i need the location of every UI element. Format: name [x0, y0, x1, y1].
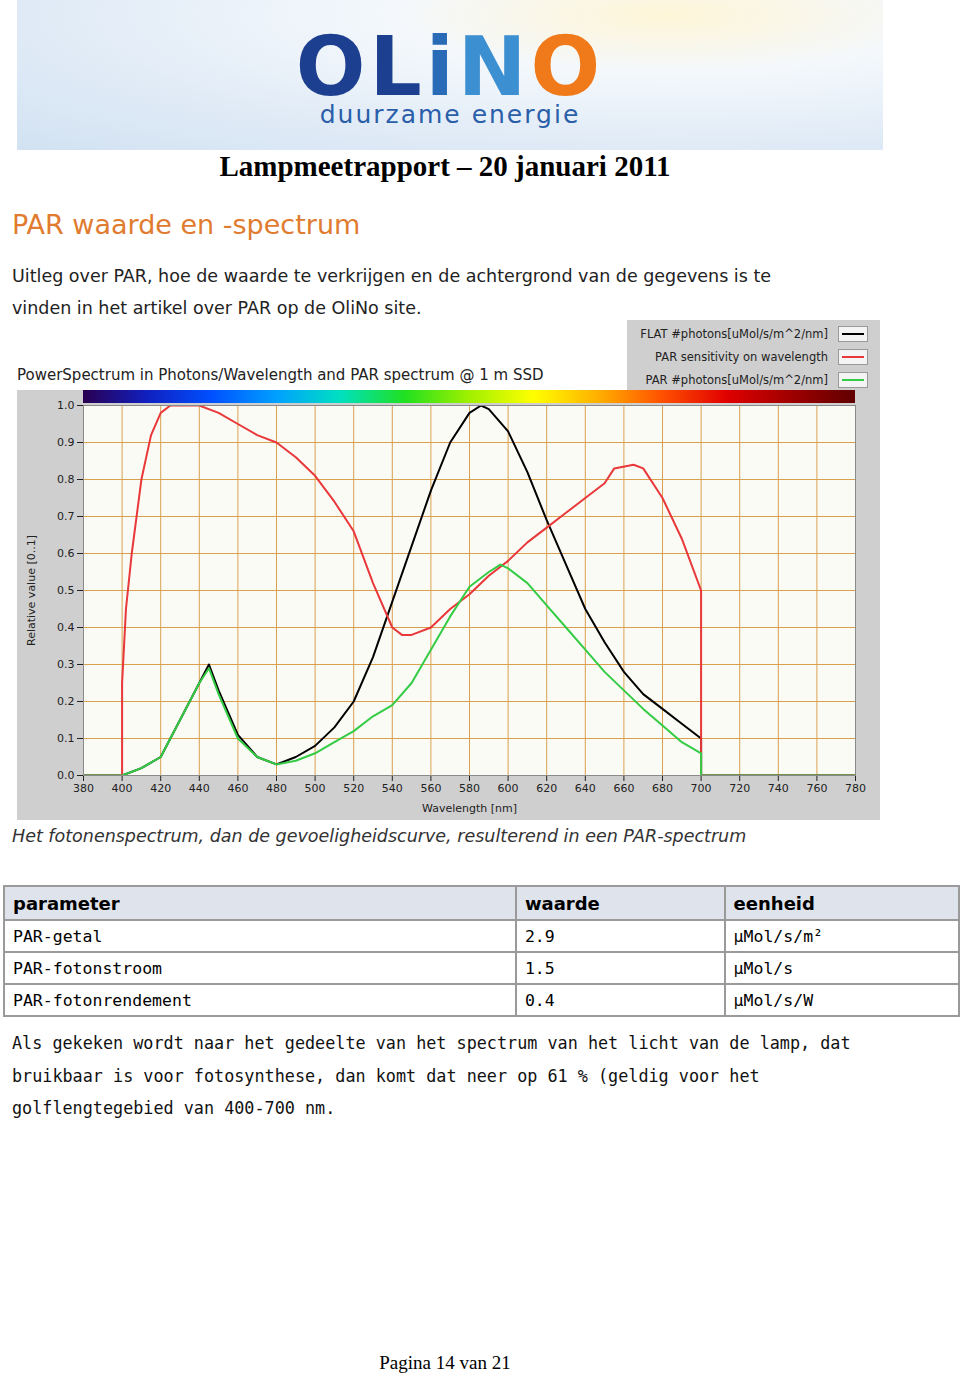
svg-text:600: 600 — [498, 782, 519, 795]
svg-text:0.7: 0.7 — [57, 510, 75, 523]
svg-text:0.2: 0.2 — [57, 695, 75, 708]
svg-text:Wavelength [nm]: Wavelength [nm] — [422, 802, 517, 815]
svg-text:740: 740 — [768, 782, 789, 795]
html-text:PAR-fotonrendement: PAR-fotonrendement — [13, 990, 192, 1010]
html-text:PowerSpectrum in Photons/Wavel: PowerSpectrum in Photons/Wavelength and … — [17, 366, 544, 384]
svg-text:380: 380 — [73, 782, 94, 795]
html-text:parameter: parameter — [13, 892, 120, 914]
svg-text:620: 620 — [536, 782, 557, 795]
svg-text:780: 780 — [845, 782, 866, 795]
svg-text:580: 580 — [459, 782, 480, 795]
svg-text:0.8: 0.8 — [57, 473, 75, 486]
html-text:Als gekeken wordt naar het ged: Als gekeken wordt naar het gedeelte van … — [12, 1033, 851, 1118]
html-text:µMol/s/W: µMol/s/W — [733, 990, 814, 1010]
svg-text:760: 760 — [806, 782, 827, 795]
svg-text:680: 680 — [652, 782, 673, 795]
svg-text:0.6: 0.6 — [57, 547, 75, 560]
svg-text:0.0: 0.0 — [57, 769, 75, 782]
svg-text:560: 560 — [420, 782, 441, 795]
svg-text:720: 720 — [729, 782, 750, 795]
html-text:eenheid: eenheid — [733, 892, 815, 914]
svg-text:420: 420 — [150, 782, 171, 795]
html-text:1.5: 1.5 — [524, 958, 555, 978]
svg-text:400: 400 — [112, 782, 133, 795]
html-text:2.9: 2.9 — [524, 926, 555, 946]
html-text:PAR-fotonstroom: PAR-fotonstroom — [13, 958, 162, 978]
svg-text:1.0: 1.0 — [57, 399, 75, 412]
svg-text:0.9: 0.9 — [57, 436, 75, 449]
html-text:waarde: waarde — [524, 892, 600, 914]
svg-text:540: 540 — [382, 782, 403, 795]
html-text:PAR #photons[uMol/s/m^2/nm]: PAR #photons[uMol/s/m^2/nm] — [645, 372, 828, 387]
svg-text:440: 440 — [189, 782, 210, 795]
html-text:duurzame energie: duurzame energie — [319, 100, 581, 129]
html-text:vinden in het artikel over PAR: vinden in het artikel over PAR op de Oli… — [12, 298, 422, 318]
svg-text:0.5: 0.5 — [57, 584, 75, 597]
svg-text:480: 480 — [266, 782, 287, 795]
html-text:O L i N O: O L i N O — [295, 19, 605, 114]
html-text:Het fotonenspectrum, dan de ge: Het fotonenspectrum, dan de gevoeligheid… — [12, 826, 747, 846]
html-text:FLAT #photons[uMol/s/m^2/nm]: FLAT #photons[uMol/s/m^2/nm] — [640, 326, 828, 341]
html-text:PAR-getal: PAR-getal — [13, 926, 103, 946]
svg-text:500: 500 — [305, 782, 326, 795]
svg-text:700: 700 — [691, 782, 712, 795]
html-text:µMol/s/m²: µMol/s/m² — [733, 926, 823, 946]
html-text:µMol/s: µMol/s — [733, 958, 794, 978]
svg-text:0.1: 0.1 — [57, 732, 75, 745]
svg-text:460: 460 — [227, 782, 248, 795]
svg-text:0.3: 0.3 — [57, 658, 75, 671]
html-text:Pagina 14 van 21: Pagina 14 van 21 — [379, 1352, 511, 1373]
html-text:0.4: 0.4 — [524, 990, 555, 1010]
html-text:Lampmeetrapport – 20 januari 2: Lampmeetrapport – 20 januari 2011 — [219, 150, 671, 182]
html-text:PAR waarde en -spectrum: PAR waarde en -spectrum — [12, 209, 361, 240]
html-text:PAR sensitivity on wavelength: PAR sensitivity on wavelength — [655, 349, 828, 364]
svg-text:660: 660 — [613, 782, 634, 795]
svg-text:640: 640 — [575, 782, 596, 795]
html-text:Uitleg over PAR, hoe de waarde: Uitleg over PAR, hoe de waarde te verkri… — [12, 266, 771, 286]
svg-text:0.4: 0.4 — [57, 621, 75, 634]
svg-text:520: 520 — [343, 782, 364, 795]
svg-text:Relative value [0..1]: Relative value [0..1] — [25, 535, 38, 646]
